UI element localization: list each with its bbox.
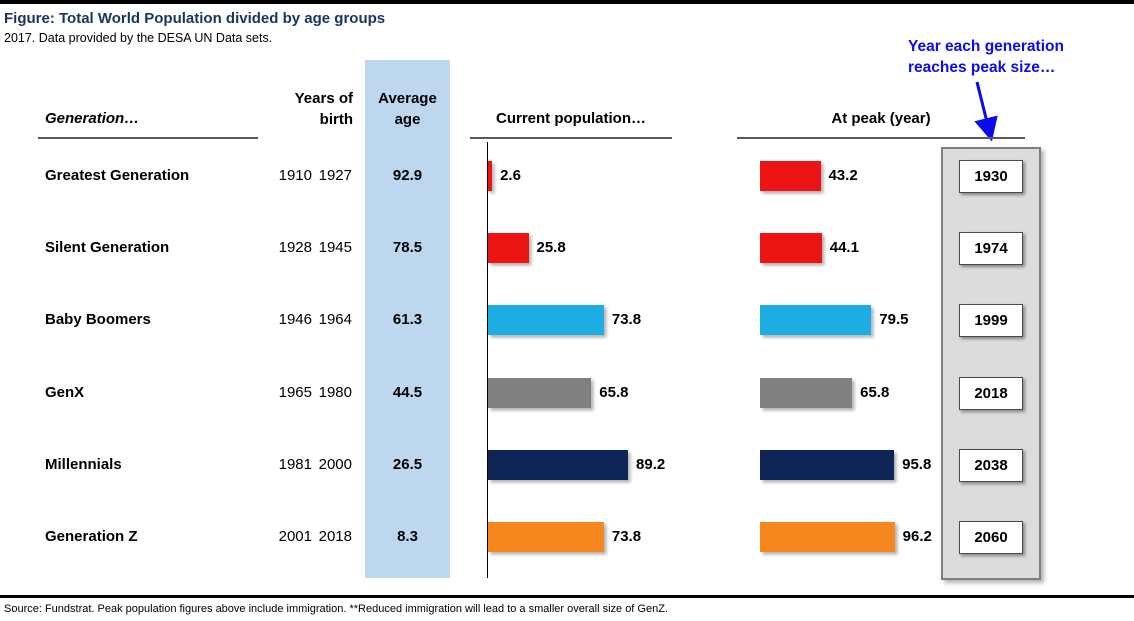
column-header-at-peak: At peak (year)	[831, 110, 931, 127]
generation-row: Generation Z 2001 2018 8.3 73.8 96.2 206…	[0, 501, 1134, 573]
generation-row: Greatest Generation 1910 1927 92.9 2.6 4…	[0, 140, 1134, 212]
years-of-birth-line-1: Years of	[294, 90, 353, 107]
peak-year-box: 1930	[959, 160, 1023, 193]
average-age-line-1: Average	[378, 90, 437, 107]
peak-population-bar	[760, 161, 821, 191]
generation-label: Greatest Generation	[45, 167, 190, 184]
column-header-generation: Generation…	[45, 110, 140, 127]
peak-year-panel	[941, 147, 1041, 580]
peak-year-box: 2018	[959, 376, 1023, 410]
birth-year-end: 1980	[318, 383, 352, 401]
average-age-highlight-band	[365, 60, 450, 578]
current-population-value: 65.8	[599, 383, 629, 401]
birth-year-end: 2018	[318, 528, 352, 545]
birth-year-end: 1945	[318, 239, 352, 257]
generation-row: Silent Generation 1928 1945 78.5 25.8 44…	[0, 212, 1134, 284]
average-age-value: 61.3	[392, 311, 423, 329]
current-population-bar	[488, 233, 529, 264]
bottom-rule	[0, 595, 1134, 598]
current-population-bar	[488, 377, 592, 408]
current-population-value: 2.6	[500, 167, 521, 184]
birth-year-end: 1927	[318, 167, 352, 184]
peak-year-box: 1999	[959, 304, 1023, 338]
peak-population-value: 79.5	[879, 311, 909, 329]
birth-year-start: 2001	[278, 528, 312, 545]
column-header-average-age: Average age	[365, 88, 450, 130]
peak-population-bar	[760, 377, 853, 408]
peak-population-value: 43.2	[828, 167, 858, 184]
average-age-value: 26.5	[392, 455, 423, 473]
peak-population-bar	[760, 449, 895, 480]
current-population-bar	[488, 161, 493, 191]
peak-year-box: 2060	[959, 521, 1023, 554]
current-population-bar	[488, 449, 628, 480]
generation-label: Millennials	[45, 455, 122, 473]
peak-population-value: 96.2	[902, 528, 932, 545]
peak-population-bar	[760, 305, 872, 336]
average-age-value: 92.9	[392, 167, 423, 184]
peak-population-value: 44.1	[829, 239, 859, 257]
current-population-header-underline	[470, 137, 672, 139]
birth-year-start: 1981	[278, 455, 312, 473]
generation-row: GenX 1965 1980 44.5 65.8 65.8 2018	[0, 357, 1134, 429]
at-peak-header-underline	[737, 137, 1025, 139]
current-population-bar	[488, 305, 604, 336]
years-of-birth-line-2: birth	[319, 111, 353, 128]
average-age-value: 8.3	[397, 528, 418, 545]
column-header-current-population: Current population…	[496, 110, 646, 127]
birth-year-start: 1928	[278, 239, 312, 257]
peak-population-bar	[760, 233, 822, 264]
figure-title: Figure: Total World Population divided b…	[4, 10, 386, 27]
generation-row: Baby Boomers 1946 1964 61.3 73.8 79.5 19…	[0, 284, 1134, 356]
current-population-value: 25.8	[536, 239, 566, 257]
generation-label: GenX	[45, 383, 85, 401]
peak-population-value: 95.8	[902, 455, 932, 473]
current-population-value: 73.8	[611, 311, 642, 329]
generation-label: Baby Boomers	[45, 311, 151, 329]
annotation-line-1: Year each generation	[908, 38, 1064, 55]
column-header-years-of-birth: Years of birth	[265, 88, 353, 130]
peak-population-bar	[760, 522, 895, 552]
current-population-value: 89.2	[636, 455, 666, 473]
birth-year-start: 1965	[278, 383, 312, 401]
generation-label: Silent Generation	[45, 239, 170, 257]
generation-row: Millennials 1981 2000 26.5 89.2 95.8 203…	[0, 429, 1134, 501]
generation-label: Generation Z	[45, 528, 138, 545]
current-population-value: 73.8	[611, 528, 642, 545]
generation-header-underline	[38, 137, 258, 139]
average-age-line-2: age	[394, 111, 421, 128]
birth-year-start: 1946	[278, 311, 312, 329]
current-population-bar	[488, 522, 604, 552]
top-rule	[0, 0, 1134, 4]
annotation-line-2: reaches peak size…	[908, 59, 1056, 76]
peak-population-value: 65.8	[860, 383, 890, 401]
peak-year-annotation: Year each generation reaches peak size…	[908, 36, 1118, 78]
source-note: Source: Fundstrat. Peak population figur…	[4, 603, 668, 615]
figure-subtitle: 2017. Data provided by the DESA UN Data …	[4, 31, 273, 45]
average-age-value: 44.5	[392, 383, 423, 401]
average-age-value: 78.5	[392, 239, 423, 257]
birth-year-start: 1910	[278, 167, 312, 184]
birth-year-end: 1964	[318, 311, 352, 329]
peak-year-box: 2038	[959, 448, 1023, 482]
peak-year-box: 1974	[959, 232, 1023, 266]
birth-year-end: 2000	[318, 455, 352, 473]
annotation-arrow-icon	[974, 81, 998, 142]
current-population-axis-line	[487, 142, 488, 578]
